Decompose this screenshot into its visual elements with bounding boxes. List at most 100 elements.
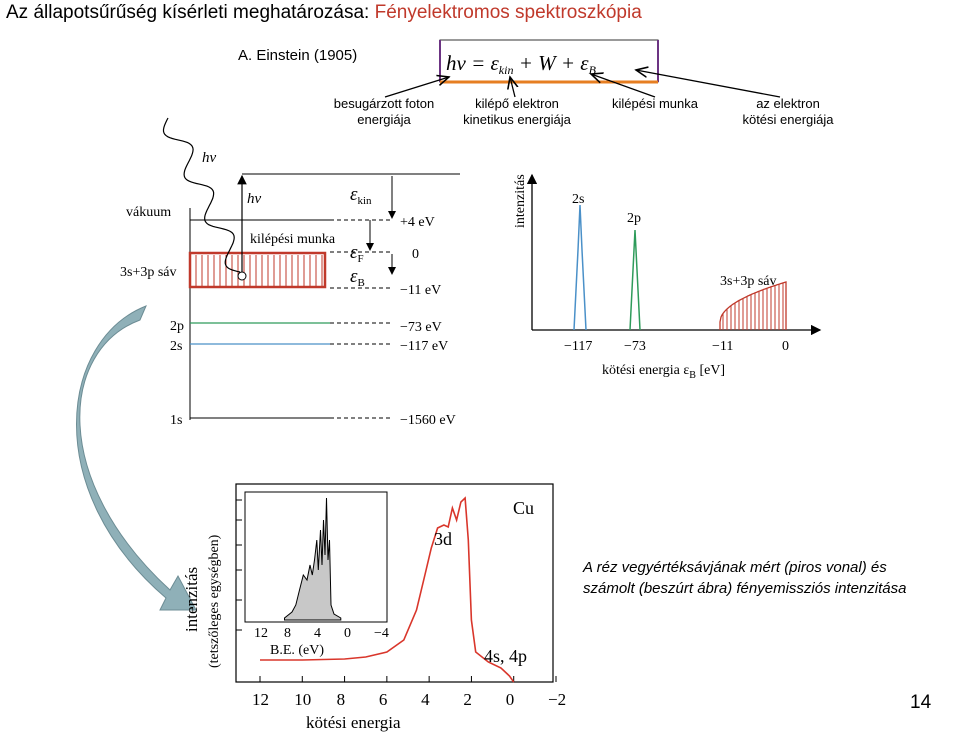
spectrum-xlabel-unit: [eV]	[696, 363, 725, 378]
cu-xtick-0: 12	[252, 690, 269, 709]
caption-line1: A réz vegyértéksávjának mért (piros vona…	[583, 559, 887, 576]
inset-xtick-2: 4	[314, 626, 321, 641]
arrow-foton	[384, 77, 449, 98]
inset-xtick-4: −4	[374, 626, 389, 641]
level-minus1560: −1560 eV	[400, 413, 456, 428]
cu-xtick-1: 10	[294, 690, 311, 709]
cu-red-curve	[260, 496, 515, 683]
cu-xtick-3: 6	[379, 690, 388, 709]
formula-lhs: hν = ε	[446, 51, 499, 75]
formula-box: hν = εkin + W + εB	[439, 39, 659, 84]
vakuum-label: vákuum	[126, 205, 171, 220]
eps-kin-sub: kin	[358, 195, 373, 207]
hv-wave-label: hν	[202, 150, 217, 166]
formula-kin: kin	[499, 63, 514, 77]
spectrum-band-label: 3s+3p sáv	[720, 274, 777, 289]
cu-4s4p-label: 4s, 4p	[484, 646, 527, 666]
spectrum-xlabel: kötési energia εB [eV]	[602, 363, 725, 381]
inset-xtick-3: 0	[344, 626, 351, 641]
label-foton-line1: besugárzott foton	[333, 96, 435, 111]
inset-xlabel: B.E. (eV)	[270, 643, 324, 658]
cu-xtick-7: −2	[548, 690, 566, 709]
spectrum-xlabel-sub: B	[689, 370, 696, 381]
photon-wave	[162, 117, 241, 273]
orbital-2s: 2s	[170, 339, 182, 354]
peak-2s	[573, 204, 587, 331]
cu-xtick-2: 8	[337, 690, 346, 709]
band-hatch	[722, 282, 784, 330]
band-hatching	[195, 255, 323, 286]
energy-diagram: hν hν εkin vákuum kilépési munka εF εB 3…	[120, 117, 460, 428]
title-part1: Az állapotsűrűség kísérleti meghatározás…	[6, 2, 375, 23]
inset-curve	[284, 497, 342, 621]
cu-plot: Cu 3d 4s, 4p intenzitás (tetszőleges egy…	[182, 483, 566, 732]
spectrum-tick-11: −11	[712, 339, 733, 354]
cu-ylabel1: intenzitás	[182, 567, 201, 632]
eps-b-sub: B	[358, 277, 365, 289]
band-label: 3s+3p sáv	[120, 265, 177, 280]
cu-xticks: 12 10 8 6 4 2 0 −2	[252, 690, 566, 709]
hv-arrow-label: hν	[247, 191, 262, 207]
level-plus4: +4 eV	[400, 215, 435, 230]
band-rect	[188, 251, 327, 289]
spectrum-tick-117: −117	[564, 339, 592, 354]
cu-xtick-5: 2	[463, 690, 472, 709]
spectrum-xlabel-main: kötési energia ε	[602, 363, 689, 378]
label-munka: kilépési munka	[612, 96, 698, 111]
formula-b: B	[589, 63, 597, 77]
formula-mid: + W + ε	[513, 51, 589, 75]
level-minus73: −73 eV	[400, 320, 442, 335]
arrow-kotesi	[636, 70, 781, 98]
spectrum-plot: intenzitás 2s 2p 3s+3p sáv −117 −73 −11 …	[513, 173, 822, 381]
spectrum-2p-label: 2p	[627, 211, 641, 226]
arrow-elektron	[510, 77, 515, 98]
orbital-2p: 2p	[170, 319, 184, 334]
formula-text: hν = εkin + W + εB	[446, 51, 597, 77]
label-elektron: kilépő elektron kinetikus energiája	[450, 96, 584, 128]
cu-ylabel2: (tetszőleges egységben)	[207, 534, 222, 668]
label-elektron-line2: kinetikus energiája	[463, 112, 571, 127]
label-kotesi-line1: az elektron	[756, 96, 820, 111]
label-elektron-line1: kilépő elektron	[475, 96, 559, 111]
spectrum-ylabel: intenzitás	[513, 174, 528, 228]
eps-kin-label: εkin	[350, 184, 372, 207]
electron-circle	[237, 271, 247, 281]
label-kotesi: az elektron kötési energiája	[726, 96, 850, 128]
spectrum-2s-label: 2s	[572, 192, 584, 207]
cu-xlabel: kötési energia	[306, 713, 401, 732]
label-kotesi-line2: kötési energiája	[742, 112, 834, 127]
spectrum-tick-0: 0	[782, 339, 789, 354]
spectrum-tick-73: −73	[624, 339, 646, 354]
curved-arrow	[76, 305, 197, 611]
label-foton: besugárzott foton energiája	[322, 96, 446, 128]
eps-f-eps: ε	[350, 242, 358, 263]
peak-2p	[629, 229, 641, 331]
inset-xtick-0: 12	[254, 626, 268, 641]
page-number: 14	[910, 692, 932, 713]
orbital-1s: 1s	[170, 413, 182, 428]
cu-xtick-6: 0	[506, 690, 515, 709]
eps-f-sub: F	[358, 253, 364, 265]
band-curve	[719, 281, 787, 330]
inset-xtick-1: 8	[284, 626, 291, 641]
eps-kin-eps: ε	[350, 184, 358, 205]
eps-b-label: εB	[350, 266, 365, 289]
eps-f-label: εF	[350, 242, 364, 265]
eps-b-eps: ε	[350, 266, 358, 287]
arrow-munka	[591, 74, 656, 98]
caption: A réz vegyértéksávjának mért (piros vona…	[583, 557, 906, 599]
label-foton-line2: energiája	[357, 112, 411, 127]
slide-title: Az állapotsűrűség kísérleti meghatározás…	[6, 2, 642, 24]
kilepesi-munka-label: kilépési munka	[250, 232, 336, 247]
inset-xticks: 12 8 4 0 −4	[254, 626, 389, 641]
level-minus11: −11 eV	[400, 283, 441, 298]
cu-element-label: Cu	[513, 498, 534, 518]
caption-line2: számolt (beszúrt ábra) fényemissziós int…	[583, 580, 907, 597]
cu-3d-label: 3d	[434, 529, 452, 549]
level-minus117: −117 eV	[400, 339, 448, 354]
title-part2: Fényelektromos spektroszkópia	[374, 2, 642, 23]
level-zero: 0	[412, 247, 419, 262]
cu-xtick-4: 4	[421, 690, 430, 709]
einstein-label: A. Einstein (1905)	[238, 47, 358, 64]
